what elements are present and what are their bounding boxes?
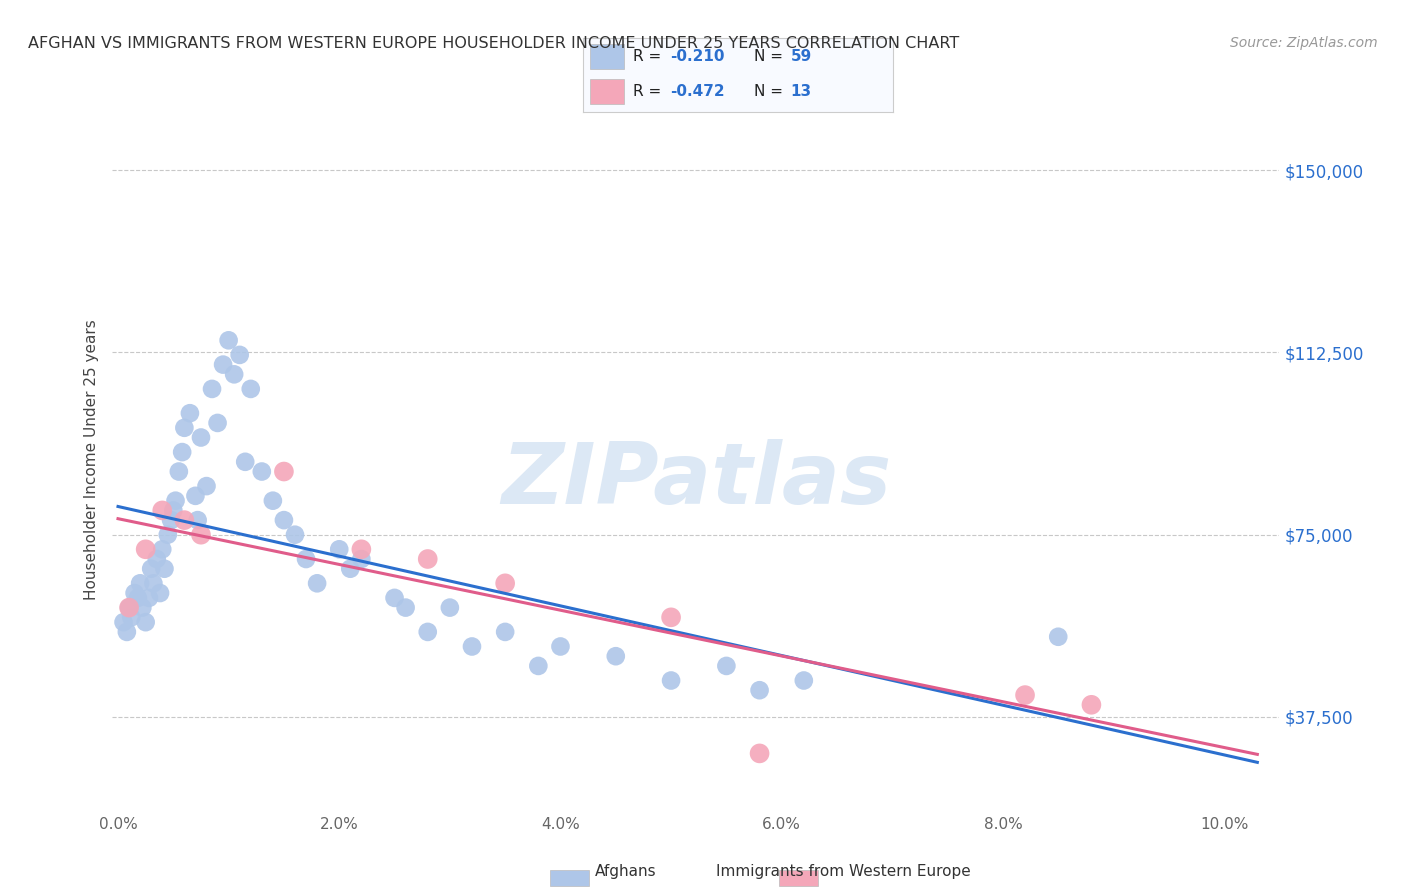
Point [118,600,141,615]
Point [307,576,329,591]
Point [112,615,135,630]
Point [160,513,183,527]
Text: 13: 13 [790,84,811,99]
Bar [550,870,589,886]
Point [120,610,142,624]
Point [135,615,157,630]
Text: Afghans: Afghans [595,863,657,879]
Point [295,552,318,566]
Point [328,542,350,557]
Text: 59: 59 [790,49,813,64]
Point [131,600,153,615]
Point [173,421,195,435]
Point [748,683,770,698]
Point [218,334,240,348]
Text: Source: ZipAtlas.com: Source: ZipAtlas.com [1230,36,1378,50]
Point [195,479,218,493]
Point [124,586,146,600]
Point [494,624,516,639]
Point [350,542,373,557]
Point [187,513,209,527]
Point [605,649,627,664]
Point [135,542,157,557]
Point [262,493,284,508]
Point [129,576,152,591]
Point [145,552,167,566]
Point [184,489,207,503]
Point [162,503,184,517]
Point [527,659,550,673]
Text: -0.472: -0.472 [671,84,724,99]
Point [439,600,461,615]
Text: Immigrants from Western Europe: Immigrants from Western Europe [716,863,972,879]
Bar [779,870,818,886]
Point [156,527,179,541]
Point [416,624,439,639]
Point [167,465,190,479]
Point [142,576,165,591]
Point [149,586,172,600]
Point [212,358,235,372]
Point [659,673,682,688]
Point [150,542,173,557]
Point [1047,630,1070,644]
Text: ZIPatlas: ZIPatlas [501,439,891,522]
Point [394,600,416,615]
Text: R =: R = [633,49,666,64]
Point [179,406,201,420]
Bar [589,45,624,69]
Point [550,640,572,654]
Point [239,382,262,396]
Point [494,576,516,591]
Point [115,624,138,639]
Point [273,465,295,479]
Point [250,465,273,479]
Point [416,552,439,566]
Point [141,562,163,576]
Point [659,610,682,624]
Point [350,552,373,566]
Point [153,562,176,576]
Point [716,659,738,673]
Point [224,368,246,382]
Point [273,513,295,527]
Point [1014,688,1036,702]
Point [190,430,212,444]
Point [228,348,250,362]
Point [173,513,195,527]
Text: R =: R = [633,84,666,99]
Point [461,640,484,654]
Point [172,445,194,459]
Text: -0.210: -0.210 [671,49,724,64]
Text: N =: N = [754,84,787,99]
Point [138,591,160,605]
Point [384,591,406,605]
Y-axis label: Householder Income Under 25 years: Householder Income Under 25 years [84,319,100,599]
Text: N =: N = [754,49,787,64]
Bar [589,79,624,104]
Point [1080,698,1102,712]
Point [127,591,149,605]
Point [207,416,229,430]
Text: AFGHAN VS IMMIGRANTS FROM WESTERN EUROPE HOUSEHOLDER INCOME UNDER 25 YEARS CORRE: AFGHAN VS IMMIGRANTS FROM WESTERN EUROPE… [28,36,959,51]
Point [748,747,770,761]
Point [190,527,212,541]
Point [165,493,187,508]
Point [793,673,815,688]
Point [150,503,173,517]
Point [233,455,256,469]
Point [339,562,361,576]
Point [118,600,141,615]
Point [201,382,224,396]
Point [284,527,307,541]
